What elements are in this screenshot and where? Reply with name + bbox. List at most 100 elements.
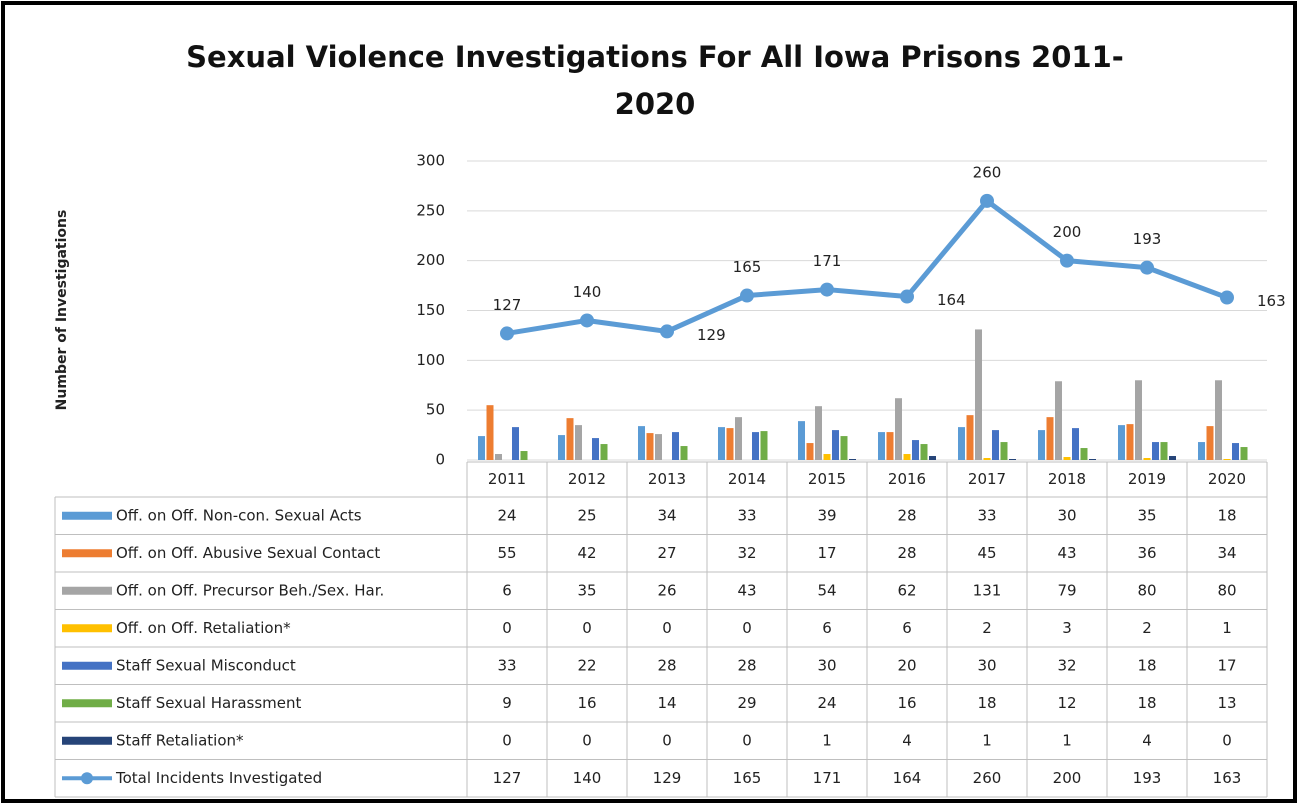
table-cell: 0: [502, 731, 512, 749]
y-tick-label: 250: [416, 201, 445, 219]
bar: [1089, 459, 1096, 460]
table-cell: 17: [817, 544, 836, 562]
bar: [478, 436, 485, 460]
y-tick-label: 100: [416, 351, 445, 369]
legend-key: [81, 772, 93, 785]
table-cell: 29: [737, 694, 756, 712]
table-cell: 1: [982, 731, 992, 749]
table-cell: 35: [577, 581, 596, 599]
bar: [592, 438, 599, 460]
table-cell: 79: [1057, 581, 1076, 599]
data-label: 165: [733, 258, 762, 276]
table-cell: 20: [897, 656, 916, 674]
bar: [958, 427, 965, 460]
line-marker: [580, 313, 594, 328]
x-tick-label: 2020: [1208, 470, 1246, 488]
x-tick-label: 2011: [488, 470, 526, 488]
bar: [486, 405, 494, 460]
line-marker: [1060, 253, 1074, 268]
table-cell: 13: [1217, 694, 1236, 712]
table-cell: 43: [1057, 544, 1076, 562]
bar: [512, 427, 519, 460]
table-cell: 32: [1057, 656, 1076, 674]
table-cell: 129: [653, 769, 682, 787]
bar: [1009, 459, 1016, 460]
bar: [600, 444, 608, 460]
bar: [903, 454, 911, 460]
table-cell: 42: [577, 544, 596, 562]
table-cell: 43: [737, 581, 756, 599]
data-label: 164: [937, 291, 966, 309]
bar: [895, 398, 902, 460]
data-label: 140: [573, 283, 602, 301]
bar: [680, 446, 688, 460]
table-cell: 55: [497, 544, 516, 562]
x-tick-label: 2014: [728, 470, 766, 488]
table-cell: 4: [1142, 731, 1152, 749]
table-cell: 171: [813, 769, 842, 787]
bar: [575, 425, 582, 460]
y-axis-label: Number of Investigations: [54, 210, 70, 411]
bar: [1215, 380, 1222, 460]
bar: [638, 426, 645, 460]
bar: [886, 432, 894, 460]
line: [506, 198, 1228, 336]
bar: [1080, 448, 1088, 460]
x-tick-label: 2016: [888, 470, 926, 488]
bar: [718, 427, 725, 460]
table-cell: 6: [502, 581, 512, 599]
table-cell: 33: [497, 656, 516, 674]
bar: [1135, 380, 1142, 460]
bar: [840, 436, 848, 460]
data-label: 260: [973, 163, 1002, 181]
bar: [878, 432, 885, 460]
bar: [1038, 430, 1045, 460]
line-marker: [660, 324, 674, 339]
bar: [1232, 443, 1239, 460]
x-tick-label: 2019: [1128, 470, 1166, 488]
table-cell: 33: [977, 506, 996, 524]
x-tick-label: 2015: [808, 470, 846, 488]
table-cell: 2: [1142, 619, 1152, 637]
table-cell: 0: [742, 619, 752, 637]
table-cell: 24: [817, 694, 836, 712]
bar: [832, 430, 839, 460]
table-cell: 3: [1062, 619, 1072, 637]
table-cell: 131: [973, 581, 1002, 599]
table-cell: 6: [902, 619, 912, 637]
table-cell: 17: [1217, 656, 1236, 674]
bar: [849, 459, 856, 460]
bar: [1126, 424, 1134, 460]
x-tick-label: 2013: [648, 470, 686, 488]
legend-label: Staff Sexual Harassment: [116, 694, 302, 712]
table-cell: 30: [817, 656, 836, 674]
y-tick-label: 150: [416, 301, 445, 319]
table-cell: 9: [502, 694, 512, 712]
line-marker: [1140, 260, 1154, 275]
table-cell: 18: [977, 694, 996, 712]
table-cell: 80: [1217, 581, 1236, 599]
table-cell: 27: [657, 544, 676, 562]
table-cell: 16: [577, 694, 596, 712]
table-cell: 0: [582, 619, 592, 637]
legend-key: [62, 624, 112, 633]
table-cell: 164: [893, 769, 922, 787]
legend-label: Staff Sexual Misconduct: [116, 656, 296, 674]
table-cell: 260: [973, 769, 1002, 787]
data-label: 200: [1053, 223, 1082, 241]
table-cell: 24: [497, 506, 516, 524]
bar: [1160, 442, 1168, 460]
bar: [1240, 447, 1248, 460]
table-cell: 34: [1217, 544, 1236, 562]
legend-key: [62, 661, 112, 670]
bar: [806, 443, 814, 460]
table-cell: 163: [1213, 769, 1242, 787]
table-cell: 193: [1133, 769, 1162, 787]
table-cell: 39: [817, 506, 836, 524]
bar: [726, 428, 734, 460]
y-tick-label: 50: [426, 401, 445, 419]
bar: [1046, 417, 1054, 460]
